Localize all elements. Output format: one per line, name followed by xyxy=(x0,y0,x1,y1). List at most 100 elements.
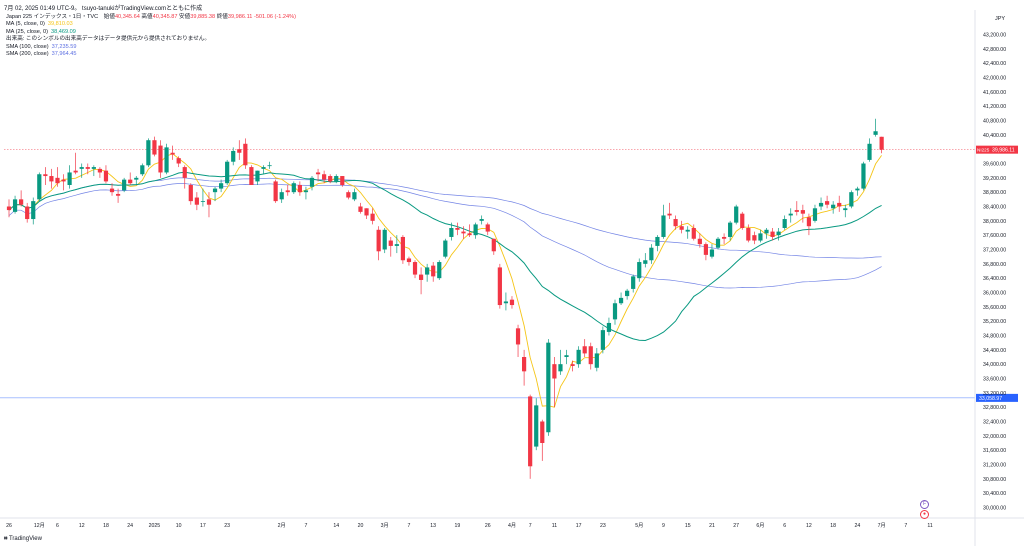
time-tick-label: 4月 xyxy=(508,522,516,529)
candle-body xyxy=(776,231,781,236)
candle-body xyxy=(564,355,569,357)
candle-body xyxy=(812,208,818,221)
candle-body xyxy=(134,177,139,180)
indicator-label: SMA (100, close) xyxy=(6,43,49,50)
time-tick-label: 17 xyxy=(576,523,582,529)
price-tick-label: 31,600.00 xyxy=(983,448,1006,454)
candle-body xyxy=(334,176,339,182)
legend-indicator-ma5[interactable]: MA (5, close, 0) 39,810.03 xyxy=(6,21,296,28)
candle-body xyxy=(673,219,678,227)
candle-body xyxy=(806,217,812,227)
candle-body xyxy=(758,233,763,241)
candle-body xyxy=(340,176,345,185)
last-price-tag xyxy=(976,145,1018,154)
candle-body xyxy=(412,262,418,275)
open-value: 40,345.64 xyxy=(114,14,140,20)
tradingview-logo[interactable]: ⌗ TradingView xyxy=(4,536,42,543)
candle-body xyxy=(546,342,551,433)
flag-icon[interactable]: F xyxy=(920,500,929,509)
candle-body xyxy=(158,145,163,173)
time-tick-label: 23 xyxy=(600,523,606,529)
time-tick-label: 11 xyxy=(552,523,557,529)
indicator-label: SMA (200, close) xyxy=(6,51,49,58)
candle-body xyxy=(49,176,54,182)
candle-body xyxy=(715,238,721,248)
candle-body xyxy=(558,364,563,372)
time-tick-label: 6月 xyxy=(756,522,764,529)
alert-icon[interactable]: ● xyxy=(920,510,929,519)
price-tick-label: 30,800.00 xyxy=(983,477,1006,483)
candle-body xyxy=(849,192,854,207)
candle-body xyxy=(188,185,193,202)
candle-body xyxy=(612,303,618,320)
candle-body xyxy=(285,190,290,193)
candle-body xyxy=(709,249,715,257)
candle-body xyxy=(752,235,757,241)
candle-body xyxy=(649,247,654,261)
price-tick-label: 40,400.00 xyxy=(983,133,1006,139)
candle-body xyxy=(255,170,260,182)
candle-body xyxy=(261,167,266,169)
time-tick-label: 17 xyxy=(200,523,206,529)
legend-indicator-ma25[interactable]: MA (25, close, 0) 38,469.09 xyxy=(6,29,296,36)
candle-body xyxy=(37,174,42,200)
time-tick-label: 2月 xyxy=(278,522,286,529)
candle-body xyxy=(600,330,605,350)
time-tick-label: 9 xyxy=(662,523,665,529)
candle-body xyxy=(588,346,593,365)
time-tick-label: 26 xyxy=(485,523,491,529)
candle-body xyxy=(661,215,666,237)
horizontal-line-layer: 33,058.97 xyxy=(0,393,1018,402)
time-tick-label: 15 xyxy=(685,523,691,529)
candle-body xyxy=(522,357,527,372)
candle-body xyxy=(728,222,733,237)
sma-lines xyxy=(8,177,882,289)
candle-body xyxy=(867,143,872,160)
candle-body xyxy=(12,199,18,212)
candle-body xyxy=(206,199,212,205)
indicator-label: 出来高: このシンボルの出来高データはデータ提供元から提供されておりません。 xyxy=(6,36,210,43)
high-label: 高値 xyxy=(141,14,153,20)
indicator-label: MA (25, close, 0) xyxy=(6,28,48,35)
time-tick-label: 26 xyxy=(6,523,12,529)
sma100-line xyxy=(8,183,882,289)
price-tick-label: 35,600.00 xyxy=(983,305,1006,311)
time-tick-label: 23 xyxy=(224,523,230,529)
price-tick-label: 38,000.00 xyxy=(983,219,1006,225)
candle-body xyxy=(437,262,442,279)
candle-body xyxy=(122,179,127,191)
price-tick-label: 32,400.00 xyxy=(983,420,1006,426)
ni225-label: NI225 xyxy=(977,148,990,153)
header-line: 7月 02, 2025 01:49 UTC-9。 tsuyo-tanukiがTr… xyxy=(4,3,202,12)
indicator-value: 37,235.59 xyxy=(51,43,77,50)
ma25-line xyxy=(8,171,882,342)
time-tick-label: 12 xyxy=(79,523,85,529)
candle-body xyxy=(485,224,490,232)
candle-body xyxy=(182,167,187,178)
candle-body xyxy=(6,206,12,211)
high-value: 40,345.87 xyxy=(152,14,178,20)
candle-body xyxy=(140,165,145,175)
candle-body xyxy=(322,174,327,180)
price-tick-label: 42,000.00 xyxy=(983,76,1006,82)
time-tick-label: 3月 xyxy=(381,522,389,529)
candle-body xyxy=(382,229,387,250)
candle-body xyxy=(746,228,751,241)
candle-body xyxy=(279,192,284,200)
candle-body xyxy=(467,233,472,236)
legend-indicator-sma200[interactable]: SMA (200, close) 37,964.45 xyxy=(6,51,296,58)
candle-body xyxy=(231,150,236,162)
chart-legend: Japan 225 インデックス・1日・TVC 始値40,345.64 高値40… xyxy=(6,14,296,58)
candle-body xyxy=(782,219,787,228)
legend-indicator-volume[interactable]: 出来高: このシンボルの出来高データはデータ提供元から提供されておりません。 xyxy=(6,36,296,43)
price-tick-label: 33,600.00 xyxy=(983,377,1006,383)
time-tick-label: 21 xyxy=(709,523,715,529)
price-tick-label: 42,400.00 xyxy=(983,61,1006,67)
time-tick-label: 18 xyxy=(830,523,836,529)
legend-indicator-sma100[interactable]: SMA (100, close) 37,235.59 xyxy=(6,44,296,51)
candle-body xyxy=(679,226,684,230)
symbol-title[interactable]: Japan 225 インデックス・1日・TVC xyxy=(6,14,99,20)
candle-body xyxy=(825,201,830,205)
candle-body xyxy=(152,140,157,155)
